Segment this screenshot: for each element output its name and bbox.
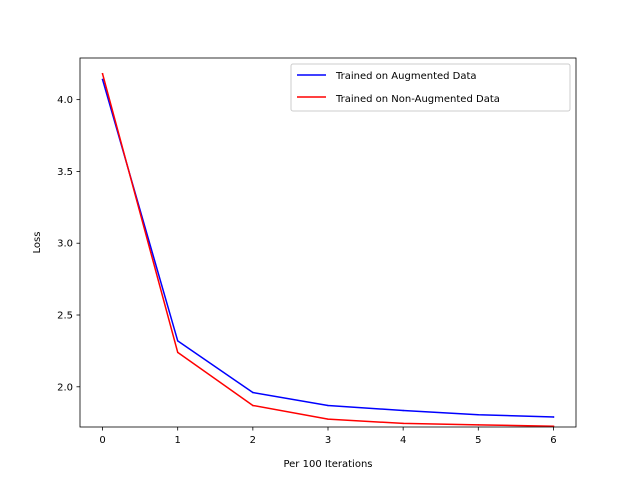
y-tick-label-0: 2.0 <box>57 382 73 393</box>
series-1-point-5 <box>477 424 480 426</box>
x-tick-label-4: 4 <box>400 435 406 446</box>
x-tick-label-2: 2 <box>250 435 256 446</box>
legend-box <box>290 63 571 112</box>
y-tick-label-3: 3.5 <box>57 167 73 178</box>
y-tick-label-1: 2.5 <box>57 311 73 322</box>
series-1-point-0 <box>101 73 104 75</box>
series-0-point-6 <box>552 416 555 418</box>
series-0-point-2 <box>252 391 254 394</box>
series-0-point-3 <box>327 404 329 407</box>
x-tick-label-1: 1 <box>175 435 181 446</box>
x-axis: 0 1 2 3 4 5 6 <box>99 427 557 446</box>
series-1-point-4 <box>402 422 404 425</box>
y-tick-label-2: 3.0 <box>57 239 73 250</box>
legend-label-augmented: Trained on Augmented Data <box>335 71 477 82</box>
y-axis-label: Loss <box>32 232 43 254</box>
series-1-point-1 <box>176 351 179 354</box>
legend: Trained on Augmented Data Trained on Non… <box>290 63 571 112</box>
legend-label-non-augmented: Trained on Non-Augmented Data <box>335 94 500 105</box>
x-tick-label-6: 6 <box>550 435 556 446</box>
x-tick-label-5: 5 <box>475 435 481 446</box>
x-axis-label: Per 100 Iterations <box>283 459 372 470</box>
y-tick-label-4: 4.0 <box>57 95 73 106</box>
x-tick-label-0: 0 <box>99 435 105 446</box>
series-layer <box>101 72 555 428</box>
y-axis: 2.0 2.5 3.0 3.5 4.0 <box>57 95 80 393</box>
series-0-point-0 <box>101 78 104 81</box>
series-0-point-1 <box>176 340 179 342</box>
x-tick-label-3: 3 <box>325 435 331 446</box>
series-1-point-3 <box>327 418 329 420</box>
series-1-point-2 <box>252 404 254 407</box>
series-0-point-5 <box>477 414 480 416</box>
series-0-point-4 <box>402 409 404 412</box>
